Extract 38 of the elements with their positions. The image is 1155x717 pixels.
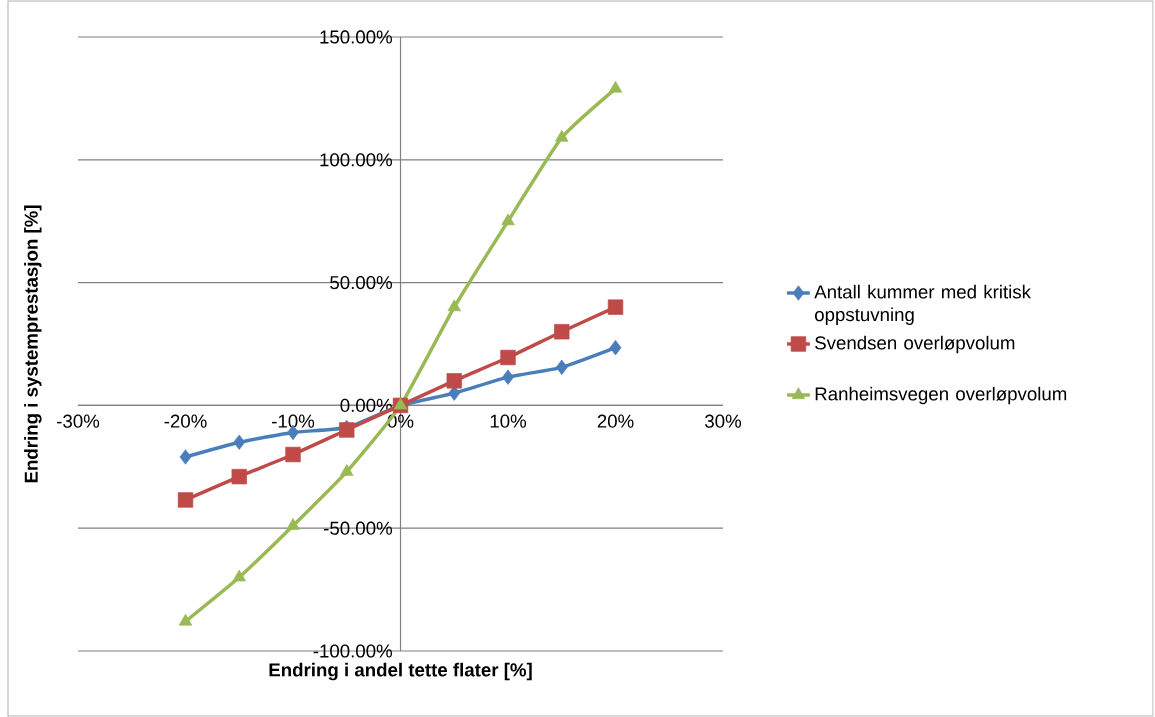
legend-label: Svendsen overløpvolum: [815, 335, 1015, 354]
y-tick-label: 0.00%: [340, 398, 393, 413]
point: [554, 324, 570, 340]
point: [446, 373, 462, 389]
point: [555, 359, 568, 375]
point: [177, 492, 194, 508]
x-tick-label: -30%: [57, 414, 100, 428]
x-tick-label: -10%: [272, 414, 315, 428]
point: [286, 518, 300, 530]
point: [447, 299, 461, 312]
point: [393, 397, 408, 410]
point: [607, 299, 624, 315]
y-axis-title: Endring i systemprestasjon [%]: [24, 205, 42, 483]
point: [233, 434, 246, 450]
point: [501, 213, 515, 226]
y-tick-label: 100.00%: [320, 153, 393, 167]
point: [500, 349, 516, 366]
x-tick-label: 30%: [705, 414, 742, 428]
point: [178, 613, 193, 626]
point: [555, 130, 569, 142]
y-tick-label: -100.00%: [313, 644, 393, 658]
legend-label: Antall kummer med kritisk oppstuvning: [814, 284, 1031, 325]
point: [609, 340, 622, 356]
point: [231, 468, 247, 485]
y-tick-label: 150.00%: [320, 30, 393, 44]
x-tick-label: -20%: [164, 414, 207, 428]
point: [340, 464, 354, 476]
point: [285, 446, 301, 463]
y-tick-label: -50.00%: [323, 521, 393, 535]
point: [179, 449, 192, 465]
x-tick-label: 10%: [490, 414, 527, 428]
point: [502, 369, 514, 385]
x-tick-label: 20%: [597, 414, 634, 428]
y-tick-label: 50.00%: [330, 275, 393, 290]
legend-label: Ranheimsvegen overløpvolum: [815, 386, 1067, 405]
x-axis-title: Endring i andel tette flater [%]: [269, 662, 532, 681]
point: [608, 80, 623, 93]
point: [232, 569, 246, 582]
